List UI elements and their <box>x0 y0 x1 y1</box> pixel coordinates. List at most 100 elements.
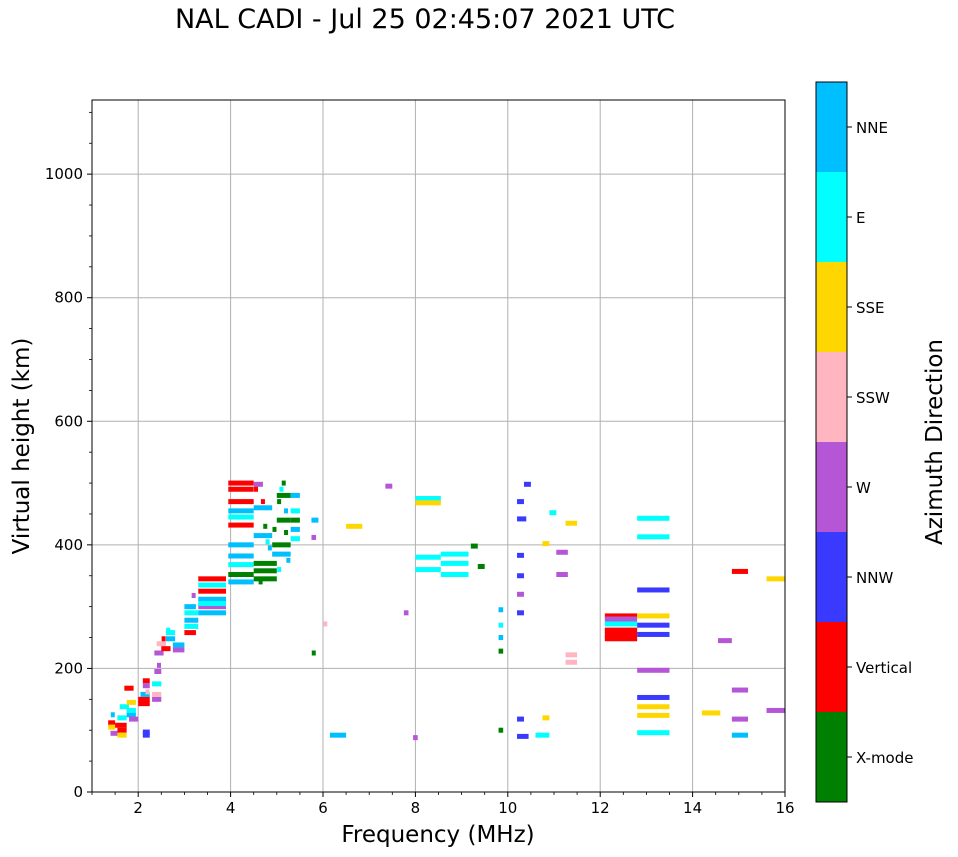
colorbar: X-mode Vertical NNW W SSW SSE E NNE <box>815 81 913 803</box>
echo-trace <box>154 650 164 656</box>
echo-trace <box>228 553 254 559</box>
chart-title: NAL CADI - Jul 25 02:45:07 2021 UTC <box>174 4 676 35</box>
echo-trace <box>498 607 504 613</box>
echo-trace <box>276 492 291 498</box>
colorbar-tick-label: E <box>856 209 865 227</box>
echo-trace <box>228 480 254 486</box>
echo-trace <box>253 568 277 574</box>
echo-trace <box>290 517 300 523</box>
echo-trace <box>117 715 127 721</box>
echo-trace <box>415 554 441 560</box>
echo-trace <box>637 704 670 710</box>
echo-trace <box>172 647 185 653</box>
echo-trace <box>523 481 531 487</box>
echo-trace <box>556 549 568 555</box>
echo-trace <box>637 712 670 718</box>
colorbar-segment <box>816 262 847 352</box>
echo-trace <box>498 635 504 641</box>
echo-point <box>161 636 166 642</box>
echo-trace <box>228 522 254 528</box>
echo-trace <box>498 648 504 654</box>
echo-trace <box>535 732 550 738</box>
echo-trace <box>542 715 550 721</box>
echo-point <box>279 486 284 492</box>
echo-trace <box>565 659 578 665</box>
colorbar-label: Azimuth Direction <box>922 339 948 545</box>
echo-trace <box>115 722 127 728</box>
echo-trace <box>253 481 263 487</box>
echo-point <box>272 526 277 532</box>
echo-point <box>277 499 282 505</box>
echo-trace <box>142 678 150 684</box>
echo-trace <box>413 735 418 741</box>
echo-marks <box>108 480 785 741</box>
echo-trace <box>228 572 254 578</box>
echo-trace <box>517 591 524 597</box>
echo-trace <box>311 534 317 540</box>
echo-trace <box>161 646 171 652</box>
echo-trace <box>152 696 162 702</box>
echo-trace <box>731 716 749 722</box>
echo-trace <box>731 568 749 574</box>
plot-frame <box>91 99 786 793</box>
echo-trace <box>731 687 749 693</box>
colorbar-segment <box>816 82 847 172</box>
echo-trace <box>253 576 277 582</box>
echo-trace <box>142 729 150 735</box>
grid <box>92 100 786 793</box>
x-axis-label: Frequency (MHz) <box>341 822 534 848</box>
echo-trace <box>253 505 273 511</box>
echo-trace <box>184 623 199 629</box>
echo-trace <box>637 534 670 540</box>
y-tick-label: 1000 <box>45 165 83 183</box>
echo-trace <box>517 733 529 739</box>
echo-point <box>263 523 268 529</box>
echo-trace <box>517 552 524 558</box>
echo-trace <box>198 576 226 582</box>
echo-trace <box>156 641 166 647</box>
x-tick-label: 12 <box>591 799 610 817</box>
echo-point <box>166 627 171 633</box>
colorbar-segment <box>816 442 847 532</box>
echo-trace <box>117 727 127 733</box>
echo-trace <box>228 508 254 514</box>
echo-trace <box>604 627 638 633</box>
y-axis: 0 200 400 600 800 1000 <box>45 111 92 801</box>
echo-trace <box>718 638 732 644</box>
echo-point <box>191 593 196 599</box>
echo-point <box>311 650 316 656</box>
echo-trace <box>477 563 485 569</box>
echo-trace <box>517 573 524 579</box>
echo-trace <box>290 526 300 532</box>
echo-trace <box>766 707 785 713</box>
echo-trace <box>272 551 291 557</box>
y-tick-label: 600 <box>54 412 83 430</box>
echo-trace <box>110 730 120 736</box>
echo-trace <box>152 681 162 687</box>
echo-trace <box>440 572 469 578</box>
echo-trace <box>228 486 254 492</box>
echo-trace <box>766 576 785 582</box>
echo-trace <box>184 604 196 610</box>
echo-trace <box>290 508 300 514</box>
echo-trace <box>228 499 254 505</box>
echo-trace <box>126 712 136 718</box>
echo-trace <box>637 613 670 619</box>
colorbar-frame <box>815 81 848 803</box>
echo-trace <box>154 669 162 675</box>
echo-trace <box>565 520 578 526</box>
echo-trace <box>604 636 638 642</box>
colorbar-tick-label: SSE <box>856 299 885 317</box>
echo-point <box>323 621 328 627</box>
echo-point <box>110 712 115 718</box>
echo-point <box>284 508 289 514</box>
x-tick-label: 8 <box>411 799 421 817</box>
colorbar-tick-label: Vertical <box>856 659 912 677</box>
echo-trace <box>440 560 469 566</box>
echo-trace <box>198 610 226 616</box>
echo-trace <box>498 727 504 733</box>
echo-trace <box>117 732 127 738</box>
echo-trace <box>731 732 749 738</box>
echo-trace <box>290 492 300 498</box>
y-axis-label: Virtual height (km) <box>9 338 35 555</box>
